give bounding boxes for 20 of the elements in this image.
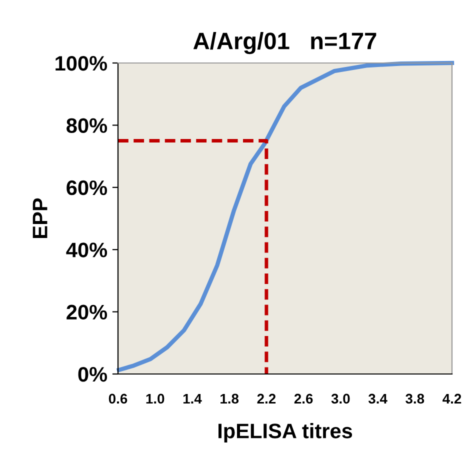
chart-title: A/Arg/01 n=177 bbox=[193, 32, 376, 54]
line-series bbox=[116, 60, 454, 372]
x-tick-label: 3.8 bbox=[406, 394, 424, 404]
x-tick-label: 4.2 bbox=[442, 394, 462, 404]
x-tick-label: 1.4 bbox=[183, 394, 202, 404]
x-tick-label: 2.6 bbox=[294, 394, 313, 404]
y-tick-label: 80% bbox=[66, 118, 108, 133]
y-tick-label: 20% bbox=[66, 304, 108, 320]
x-tick-label: 3.0 bbox=[331, 394, 350, 404]
x-tick-label: 2.2 bbox=[257, 394, 276, 404]
x-tick-label: 3.4 bbox=[368, 394, 388, 404]
y-tick-label: 100% bbox=[56, 56, 108, 71]
x-axis-title: IpELISA titres bbox=[218, 423, 352, 442]
x-tick-label: 1.8 bbox=[220, 394, 239, 404]
x-tick-label: 0.6 bbox=[108, 394, 128, 404]
y-axis-title: EPP bbox=[32, 198, 48, 238]
x-tick-label: 1.0 bbox=[146, 394, 164, 404]
y-tick-label: 40% bbox=[66, 242, 108, 258]
y-tick-label: 60% bbox=[66, 180, 108, 196]
y-tick-label: 0% bbox=[78, 367, 108, 382]
